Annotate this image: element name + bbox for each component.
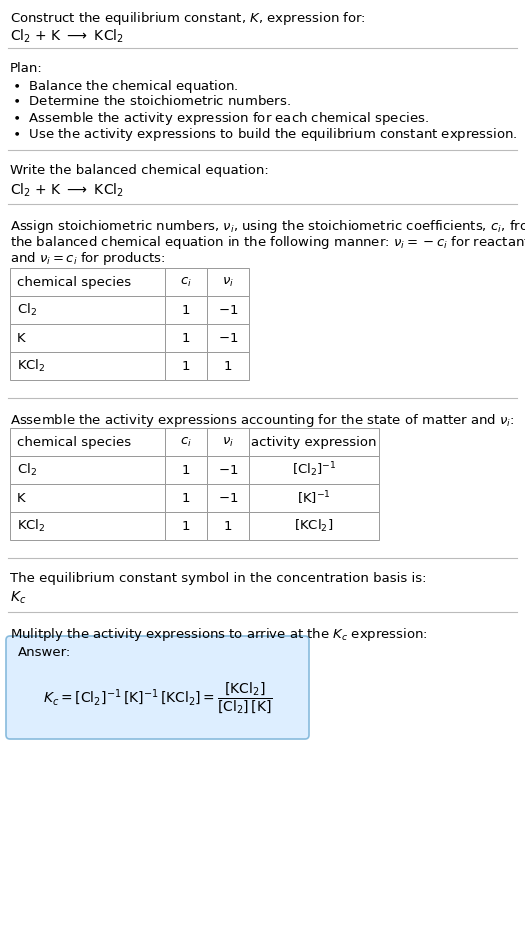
Bar [165, 484, 207, 512]
Text: $-$1: $-$1 [218, 331, 238, 344]
Text: $\bullet$  Balance the chemical equation.: $\bullet$ Balance the chemical equation. [12, 78, 239, 95]
Bar [207, 268, 249, 296]
Text: $c_i$: $c_i$ [180, 435, 192, 448]
Text: The equilibrium constant symbol in the concentration basis is:: The equilibrium constant symbol in the c… [10, 572, 426, 585]
Text: $[\mathrm{Cl_2}]^{-1}$: $[\mathrm{Cl_2}]^{-1}$ [292, 460, 337, 479]
Bar [165, 512, 207, 540]
Bar [10, 352, 165, 380]
Text: 1: 1 [182, 360, 190, 373]
Text: the balanced chemical equation in the following manner: $\nu_i = -c_i$ for react: the balanced chemical equation in the fo… [10, 234, 525, 251]
Text: $K_c = [\mathrm{Cl_2}]^{-1}\,[\mathrm{K}]^{-1}\,[\mathrm{KCl_2}] = \dfrac{[\math: $K_c = [\mathrm{Cl_2}]^{-1}\,[\mathrm{K}… [43, 682, 272, 716]
Bar [249, 456, 379, 484]
Bar [165, 268, 207, 296]
Bar [207, 456, 249, 484]
Text: 1: 1 [182, 303, 190, 316]
Bar [207, 296, 249, 324]
Text: Mulitply the activity expressions to arrive at the $K_c$ expression:: Mulitply the activity expressions to arr… [10, 626, 428, 643]
Bar [249, 428, 379, 456]
Text: $\nu_i$: $\nu_i$ [222, 435, 234, 448]
Text: $\mathrm{Cl_2}$: $\mathrm{Cl_2}$ [17, 462, 37, 478]
Text: $\mathrm{Cl_2}$: $\mathrm{Cl_2}$ [17, 302, 37, 318]
Text: 1: 1 [182, 491, 190, 504]
Text: chemical species: chemical species [17, 435, 131, 448]
Text: $\bullet$  Use the activity expressions to build the equilibrium constant expres: $\bullet$ Use the activity expressions t… [12, 126, 518, 143]
Bar [10, 428, 165, 456]
Text: 1: 1 [182, 463, 190, 476]
Text: $\mathrm{Cl_2}$ + K $\longrightarrow$ $\mathrm{KCl_2}$: $\mathrm{Cl_2}$ + K $\longrightarrow$ $\… [10, 28, 124, 46]
Text: K: K [17, 331, 26, 344]
Bar [165, 324, 207, 352]
Text: $K_c$: $K_c$ [10, 590, 26, 606]
Text: $c_i$: $c_i$ [180, 275, 192, 288]
Bar [10, 456, 165, 484]
Text: 1: 1 [182, 520, 190, 533]
Bar [165, 456, 207, 484]
Bar [165, 352, 207, 380]
Text: $-$1: $-$1 [218, 303, 238, 316]
Text: $[\mathrm{KCl_2}]$: $[\mathrm{KCl_2}]$ [295, 518, 334, 534]
Text: $\nu_i$: $\nu_i$ [222, 275, 234, 288]
Bar [165, 296, 207, 324]
Text: Assemble the activity expressions accounting for the state of matter and $\nu_i$: Assemble the activity expressions accoun… [10, 412, 514, 429]
Bar [10, 268, 165, 296]
Text: 1: 1 [182, 331, 190, 344]
Bar [10, 296, 165, 324]
Text: $[\mathrm{K}]^{-1}$: $[\mathrm{K}]^{-1}$ [297, 489, 331, 507]
Bar [207, 352, 249, 380]
Text: chemical species: chemical species [17, 275, 131, 288]
Text: $-$1: $-$1 [218, 463, 238, 476]
Text: Assign stoichiometric numbers, $\nu_i$, using the stoichiometric coefficients, $: Assign stoichiometric numbers, $\nu_i$, … [10, 218, 525, 235]
Text: $\bullet$  Determine the stoichiometric numbers.: $\bullet$ Determine the stoichiometric n… [12, 94, 291, 108]
Bar [207, 484, 249, 512]
Text: Write the balanced chemical equation:: Write the balanced chemical equation: [10, 164, 269, 177]
Text: activity expression: activity expression [251, 435, 377, 448]
Text: and $\nu_i = c_i$ for products:: and $\nu_i = c_i$ for products: [10, 250, 165, 267]
Text: $\mathrm{KCl_2}$: $\mathrm{KCl_2}$ [17, 358, 46, 374]
Bar [165, 428, 207, 456]
Text: Construct the equilibrium constant, $K$, expression for:: Construct the equilibrium constant, $K$,… [10, 10, 366, 27]
Bar [207, 428, 249, 456]
FancyBboxPatch shape [6, 636, 309, 739]
Text: $\mathrm{Cl_2}$ + K $\longrightarrow$ $\mathrm{KCl_2}$: $\mathrm{Cl_2}$ + K $\longrightarrow$ $\… [10, 182, 124, 199]
Text: Plan:: Plan: [10, 62, 43, 75]
Text: $-$1: $-$1 [218, 491, 238, 504]
Text: 1: 1 [224, 520, 232, 533]
Bar [10, 512, 165, 540]
Text: $\mathrm{KCl_2}$: $\mathrm{KCl_2}$ [17, 518, 46, 534]
Text: Answer:: Answer: [18, 646, 71, 659]
Bar [207, 512, 249, 540]
Bar [249, 512, 379, 540]
Text: K: K [17, 491, 26, 504]
Bar [249, 484, 379, 512]
Text: 1: 1 [224, 360, 232, 373]
Text: $\bullet$  Assemble the activity expression for each chemical species.: $\bullet$ Assemble the activity expressi… [12, 110, 429, 127]
Bar [10, 484, 165, 512]
Bar [207, 324, 249, 352]
Bar [10, 324, 165, 352]
